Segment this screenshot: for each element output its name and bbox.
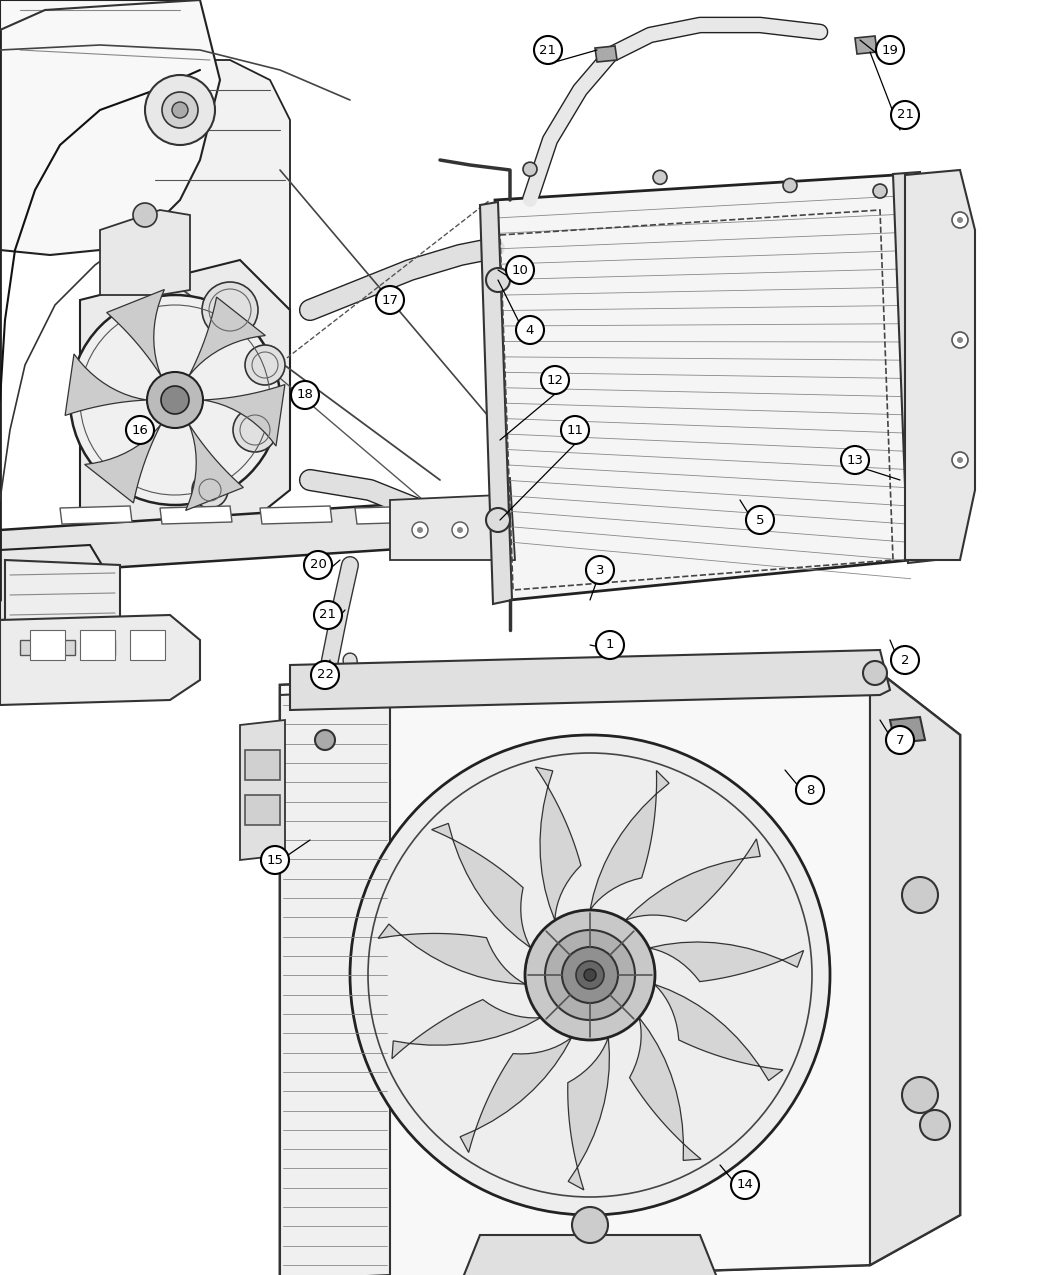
Circle shape: [746, 506, 774, 534]
Polygon shape: [460, 1235, 720, 1275]
Circle shape: [145, 75, 215, 145]
Circle shape: [902, 1077, 938, 1113]
Polygon shape: [432, 824, 531, 949]
Text: 19: 19: [882, 43, 899, 56]
Polygon shape: [5, 560, 120, 640]
Polygon shape: [186, 425, 244, 510]
Text: 17: 17: [381, 293, 399, 306]
Circle shape: [70, 295, 280, 505]
Polygon shape: [892, 172, 934, 564]
Circle shape: [161, 386, 189, 414]
Polygon shape: [280, 666, 960, 1275]
Circle shape: [417, 527, 423, 533]
Polygon shape: [85, 425, 161, 502]
Circle shape: [891, 101, 919, 129]
Circle shape: [561, 416, 589, 444]
Polygon shape: [260, 506, 332, 524]
Circle shape: [873, 184, 887, 198]
Polygon shape: [870, 666, 960, 1265]
Polygon shape: [905, 170, 975, 560]
Circle shape: [841, 446, 869, 474]
Polygon shape: [378, 924, 526, 984]
Polygon shape: [80, 630, 116, 660]
Polygon shape: [0, 530, 105, 620]
Polygon shape: [855, 36, 877, 54]
Circle shape: [653, 171, 667, 185]
Polygon shape: [0, 645, 1050, 1275]
Text: 18: 18: [296, 389, 314, 402]
Polygon shape: [654, 984, 783, 1081]
Circle shape: [886, 725, 914, 754]
Polygon shape: [595, 46, 617, 62]
Polygon shape: [60, 640, 75, 655]
Polygon shape: [245, 796, 280, 825]
Polygon shape: [0, 500, 500, 575]
Polygon shape: [189, 297, 266, 376]
Text: 21: 21: [319, 608, 336, 621]
Circle shape: [412, 521, 428, 538]
Polygon shape: [30, 630, 65, 660]
Polygon shape: [630, 1017, 701, 1160]
Text: 22: 22: [316, 668, 334, 682]
Circle shape: [133, 203, 158, 227]
Text: 14: 14: [736, 1178, 754, 1192]
Polygon shape: [490, 478, 514, 562]
Text: 21: 21: [897, 108, 914, 121]
Polygon shape: [160, 506, 232, 524]
Polygon shape: [60, 506, 132, 524]
Polygon shape: [280, 666, 870, 1275]
Circle shape: [172, 102, 188, 119]
Circle shape: [876, 36, 904, 64]
Polygon shape: [495, 175, 910, 601]
Polygon shape: [480, 201, 512, 604]
Circle shape: [586, 556, 614, 584]
Text: 11: 11: [567, 423, 584, 436]
Polygon shape: [107, 289, 165, 376]
Circle shape: [202, 282, 258, 338]
Circle shape: [545, 929, 635, 1020]
Circle shape: [541, 366, 569, 394]
Text: 1: 1: [606, 639, 614, 652]
Text: 20: 20: [310, 558, 327, 571]
Polygon shape: [110, 60, 290, 450]
Circle shape: [596, 631, 624, 659]
Polygon shape: [890, 717, 925, 743]
Circle shape: [315, 731, 335, 750]
Circle shape: [952, 453, 968, 468]
Polygon shape: [568, 1038, 609, 1190]
Polygon shape: [100, 210, 190, 295]
Polygon shape: [625, 839, 760, 922]
Text: 16: 16: [131, 423, 148, 436]
Circle shape: [147, 372, 203, 428]
Polygon shape: [80, 260, 290, 530]
Circle shape: [534, 36, 562, 64]
Circle shape: [957, 337, 963, 343]
Polygon shape: [649, 942, 803, 982]
Text: 7: 7: [896, 733, 904, 746]
Text: 12: 12: [546, 374, 564, 386]
Circle shape: [486, 268, 510, 292]
Circle shape: [783, 179, 797, 193]
Text: 4: 4: [526, 324, 534, 337]
Polygon shape: [290, 650, 890, 710]
Text: 10: 10: [511, 264, 528, 277]
Circle shape: [957, 456, 963, 463]
Polygon shape: [536, 768, 581, 921]
Polygon shape: [460, 1038, 571, 1153]
Text: 5: 5: [756, 514, 764, 527]
Circle shape: [233, 408, 277, 453]
Polygon shape: [280, 690, 390, 1275]
Polygon shape: [392, 1000, 541, 1058]
Circle shape: [576, 961, 604, 989]
Circle shape: [311, 660, 339, 689]
Text: 2: 2: [901, 654, 909, 667]
Circle shape: [957, 217, 963, 223]
Circle shape: [584, 969, 596, 980]
Polygon shape: [240, 720, 285, 861]
Circle shape: [796, 776, 824, 805]
Circle shape: [863, 660, 887, 685]
Circle shape: [525, 910, 655, 1040]
Circle shape: [952, 212, 968, 228]
Polygon shape: [130, 630, 165, 660]
